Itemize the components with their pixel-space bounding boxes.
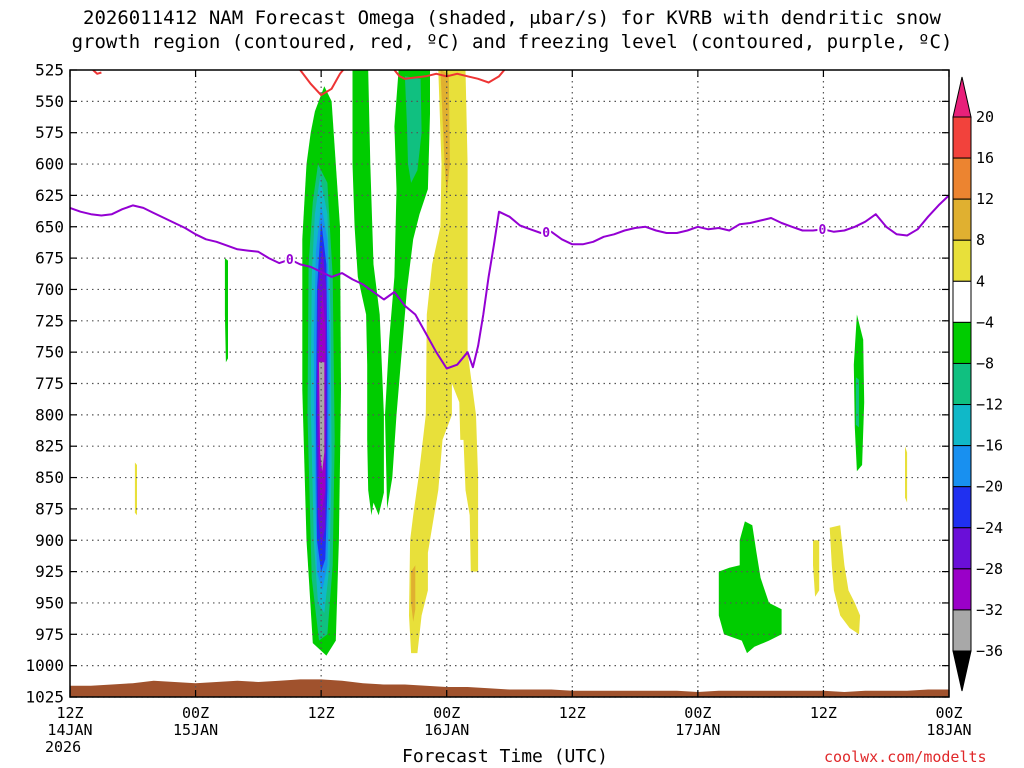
y-tick-label-775: 775	[35, 374, 64, 393]
colorbar-bin-1	[952, 116, 972, 159]
y-tick-label-525: 525	[35, 61, 64, 80]
omega-lift-small-a	[224, 258, 228, 363]
omega-lift-band-3-teal	[404, 76, 422, 183]
y-tick-label-675: 675	[35, 249, 64, 268]
y-tick-label-625: 625	[35, 186, 64, 205]
colorbar-top-arrow	[952, 76, 972, 118]
y-tick-label-925: 925	[35, 562, 64, 581]
colorbar-bin-9	[952, 445, 972, 488]
colorbar-label-7: −8	[976, 354, 994, 372]
y-tick-label-800: 800	[35, 405, 64, 424]
colorbar-label-1: 20	[976, 108, 994, 126]
colorbar-bin-8	[952, 404, 972, 447]
omega-sink-plume	[409, 70, 479, 654]
y-tick-label-725: 725	[35, 311, 64, 330]
colorbar-label-14: −36	[976, 642, 1003, 660]
x-tick-label-12: 00Z	[182, 704, 209, 722]
terrain-fill	[70, 679, 949, 697]
x-tick-label-0: 12Z	[56, 704, 83, 722]
colorbar-bin-5	[952, 280, 972, 323]
y-tick-label-700: 700	[35, 280, 64, 299]
omega-sink-small-a	[134, 462, 137, 516]
colorbar-label-6: −4	[976, 313, 994, 331]
y-tick-label-950: 950	[35, 593, 64, 612]
x-axis-year-label: 2026	[45, 738, 82, 756]
omega-lift-band-2	[352, 70, 384, 516]
dgz-contour-segment-1	[92, 70, 102, 75]
y-tick-label-975: 975	[35, 625, 64, 644]
chart-title-line-1: 2026011412 NAM Forecast Omega (shaded, μ…	[83, 7, 941, 29]
grid-layer	[70, 70, 949, 698]
freezing-label-bg-1	[284, 252, 295, 266]
x-tick-label-24: 12Z	[308, 704, 335, 722]
colorbar-bin-10	[952, 486, 972, 529]
source-credit-link[interactable]: coolwx.com/modelts	[824, 748, 987, 766]
freezing-level-label-3: 0	[818, 223, 826, 238]
colorbar-bin-12	[952, 568, 972, 611]
colorbar-bottom-arrow	[952, 650, 972, 692]
colorbar-label-2: 16	[976, 149, 994, 167]
terrain-layer	[70, 679, 949, 697]
colorbar-bin-3	[952, 198, 972, 241]
colorbar-bin-4	[952, 239, 972, 282]
colorbar-label-4: 8	[976, 231, 985, 249]
y-tick-label-600: 600	[35, 155, 64, 174]
omega-sink-day3-b	[813, 540, 820, 597]
freezing-level-label-1: 0	[286, 253, 294, 268]
x-tick-label-84: 00Z	[935, 704, 962, 722]
colorbar-label-13: −32	[976, 601, 1003, 619]
omega-sink-day3-a	[829, 525, 861, 635]
y-axis-ticks: 525 550 575 600 625 650 675 700 725 750 775 800 825 8…	[25, 61, 949, 707]
freezing-label-bg-3	[817, 222, 828, 236]
x-tick-label-60: 00Z	[684, 704, 711, 722]
y-tick-label-650: 650	[35, 217, 64, 236]
x-tick-label-72: 12Z	[810, 704, 837, 722]
colorbar-label-5: 4	[976, 272, 985, 290]
plot-area	[70, 70, 949, 697]
y-tick-label-550: 550	[35, 92, 64, 111]
colorbar-bin-2	[952, 157, 972, 200]
y-tick-label-750: 750	[35, 343, 64, 362]
colorbar-label-3: 12	[976, 190, 994, 208]
chart-title: 2026011412 NAM Forecast Omega (shaded, μ…	[0, 6, 1024, 54]
colorbar-label-10: −20	[976, 478, 1003, 496]
y-tick-label-1025: 1025	[25, 688, 64, 707]
x-tick-date-0: 14JAN	[47, 721, 92, 739]
dgz-contour-segment-2	[299, 70, 344, 97]
colorbar-bin-11	[952, 527, 972, 570]
freezing-level-label-2: 0	[542, 226, 550, 241]
freezing-level-layer: 0 0 0	[70, 194, 949, 370]
y-tick-label-825: 825	[35, 437, 64, 456]
x-tick-date-36: 16JAN	[424, 721, 469, 739]
y-tick-label-1000: 1000	[25, 656, 64, 675]
x-axis-title: Forecast Time (UTC)	[402, 746, 608, 767]
omega-lift-band-3	[385, 70, 430, 509]
freezing-level-line	[70, 194, 949, 370]
y-tick-label-900: 900	[35, 531, 64, 550]
colorbar-label-11: −24	[976, 519, 1003, 537]
colorbar-bin-6	[952, 321, 972, 364]
colorbar-bin-13	[952, 609, 972, 652]
y-tick-label-575: 575	[35, 123, 64, 142]
omega-sink-orange-low	[411, 565, 416, 622]
colorbar: 20 16 12 8 4 −4 −8 −12 −16 −20 −24 −28 −32 −36	[952, 76, 1003, 692]
chart-title-line-2: growth region (contoured, red, ºC) and f…	[71, 31, 953, 53]
colorbar-label-9: −16	[976, 437, 1003, 455]
x-tick-date-84: 18JAN	[926, 721, 971, 739]
x-tick-date-60: 17JAN	[675, 721, 720, 739]
omega-sink-day3-c	[905, 446, 908, 503]
y-tick-label-875: 875	[35, 499, 64, 518]
freezing-label-bg-2	[541, 225, 552, 239]
colorbar-bin-7	[952, 362, 972, 406]
omega-lift-day3-b-teal	[855, 377, 859, 428]
colorbar-label-12: −28	[976, 560, 1003, 578]
y-tick-label-850: 850	[35, 468, 64, 487]
x-tick-label-36: 00Z	[433, 704, 460, 722]
omega-lift-day3	[718, 521, 782, 654]
colorbar-label-8: −12	[976, 396, 1003, 414]
x-tick-label-48: 12Z	[559, 704, 586, 722]
x-tick-date-12: 15JAN	[173, 721, 218, 739]
